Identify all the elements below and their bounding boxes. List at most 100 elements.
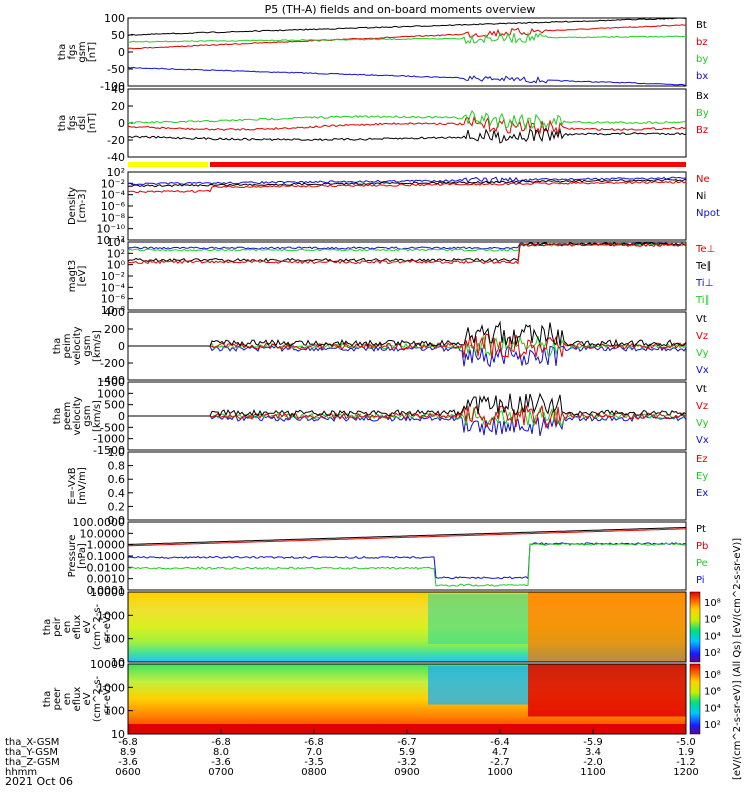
y-axis-label-line: [km/s]	[92, 400, 103, 432]
y-axis-label: thafgsdsl[nT]	[57, 113, 98, 133]
y-tick-label: -1000	[93, 433, 125, 446]
y-axis-label-line: eV	[82, 692, 93, 705]
y-tick-label: -1500	[93, 444, 125, 457]
y-tick-label: 10000	[90, 658, 125, 671]
footer-value: 1.9	[678, 747, 694, 758]
legend-Ex: Ex	[696, 488, 708, 499]
footer-value: 0700	[208, 767, 233, 778]
y-tick-label: 0.0	[108, 514, 126, 527]
y-tick-label: 10.0000	[80, 527, 126, 540]
footer-value: -3.6	[118, 757, 138, 768]
legend-Bx: Bx	[696, 91, 709, 102]
panel-frame	[127, 591, 687, 663]
y-axis-label-line: sr-eV)	[102, 684, 113, 713]
panel-pressure: 100.000010.00001.00000.10000.01000.00100…	[67, 516, 708, 597]
y-tick-label: 0.0100	[87, 561, 126, 574]
colorbar-tick-label: 10⁶	[704, 687, 721, 698]
legend-Vx: Vx	[696, 435, 709, 446]
series-Vy	[128, 335, 687, 357]
y-tick-label: 10⁻⁶	[101, 200, 126, 213]
panel-ion-velocity: 400 200 0 -200 -400 thapeimvelocitygsm[km/s] V…	[52, 306, 709, 387]
legend-bx: bx	[696, 71, 708, 82]
panel-ion-spec: 10000 1000 100 10 thapeirenefluxeV(cm^2-s-sr…	[42, 586, 687, 669]
panel-frame	[127, 171, 687, 241]
y-axis-label-line: eflux	[72, 687, 83, 712]
footer-value: 1000	[487, 767, 512, 778]
y-axis-label: thafgsgsm[nT]	[57, 41, 98, 62]
series-Vz	[128, 405, 687, 429]
series-Vx	[128, 415, 687, 437]
series-Bt	[127, 17, 687, 36]
electron-spectrogram-hot-region	[528, 664, 686, 717]
y-tick-label: 10⁻²	[101, 270, 125, 283]
footer-value: -6.8	[118, 737, 138, 748]
y-tick-label: 10²	[107, 247, 125, 260]
y-axis-label-line: gsm	[82, 405, 93, 426]
series-Ni	[127, 178, 687, 188]
overlays	[128, 162, 686, 167]
y-tick-label: -400	[100, 374, 125, 387]
footer-value: 8.0	[213, 747, 229, 758]
y-tick-label: 10⁻¹⁰	[96, 223, 125, 236]
footer-value: -6.8	[304, 737, 324, 748]
y-axis-label-line: tha	[57, 44, 68, 60]
y-tick-label: 10⁰	[107, 259, 126, 272]
colorbar-tick-label: 10²	[704, 648, 721, 659]
series-Vt	[128, 320, 687, 348]
panels: 100500-50-100thafgsgsm[nT]Btbzbybx40200-…	[42, 12, 720, 741]
y-tick-label: 0.8	[108, 460, 126, 473]
y-tick-label: 0.1000	[87, 550, 126, 563]
footer-value: 1100	[580, 767, 605, 778]
series-Pi	[127, 542, 687, 580]
y-axis-label-line: tha	[52, 338, 63, 354]
panel-frame	[127, 451, 687, 521]
y-axis-label-line: tha	[42, 619, 53, 635]
y-tick-label: -100	[100, 80, 125, 93]
footer-value: 1200	[673, 767, 698, 778]
y-axis-label-line: eflux	[72, 615, 83, 640]
y-axis-label-line: velocity	[72, 326, 83, 365]
legend-bz: bz	[696, 37, 708, 48]
y-axis-label-line: [nPa]	[77, 543, 88, 569]
series-Bx	[127, 127, 687, 144]
y-tick-label: 10⁴	[107, 236, 126, 249]
y-tick-label: 0	[118, 46, 125, 59]
y-axis-label-line: eV	[82, 620, 93, 633]
region-bar-red	[210, 162, 686, 167]
legend-by: by	[696, 54, 708, 65]
y-tick-label: 50	[111, 29, 125, 42]
colorbar-label: [eV/(cm^2-s-sr-eV)] (All Qs) [eV/(cm^2-s…	[732, 538, 743, 780]
y-axis-label-line: peim	[62, 333, 73, 358]
footer-value: -2.7	[490, 757, 510, 768]
y-axis-label-line: peem	[62, 402, 73, 430]
panel-efield: 1.00.80.60.40.20.0 E=-VxB[mV/m] Ez Ey Ex	[67, 446, 708, 527]
y-axis-label-line: E=-VxB	[67, 467, 78, 504]
footer-value: -1.2	[676, 757, 696, 768]
colorbar-tick-label: 10⁸	[704, 670, 721, 681]
legend-Ti⊥: Ti⊥	[695, 278, 713, 289]
y-axis-label-line: sr-eV)	[102, 612, 113, 641]
series-Pb	[127, 528, 687, 547]
legend-Ne: Ne	[696, 174, 710, 185]
y-tick-label: -200	[100, 357, 125, 370]
panel-fgs-gsm: 100 50 0 -50 -100 thafgsgsm[nT] Bt bz by bx	[57, 12, 708, 93]
footer-value: -3.6	[211, 757, 231, 768]
y-tick-label: 40	[111, 83, 125, 96]
y-tick-label: -20	[107, 134, 125, 147]
y-tick-label: 10⁻⁸	[101, 211, 126, 224]
legend-Pb: Pb	[696, 541, 708, 552]
legend-Npot: Npot	[696, 208, 720, 219]
series-by	[127, 31, 687, 45]
legend-By: By	[696, 108, 709, 119]
y-axis-label-line: magt3	[67, 260, 78, 293]
y-axis-label-line: dsl	[77, 116, 88, 130]
y-axis-label: thapeerenefluxeV(cm^2-s-sr-eV)	[42, 675, 113, 722]
y-tick-label: 0.4	[108, 487, 126, 500]
figure-title: P5 (TH-A) fields and on-board moments ov…	[265, 3, 536, 16]
panel-frame	[127, 241, 687, 311]
footer-value: -6.7	[397, 737, 417, 748]
y-tick-label: 1.0	[108, 446, 126, 459]
